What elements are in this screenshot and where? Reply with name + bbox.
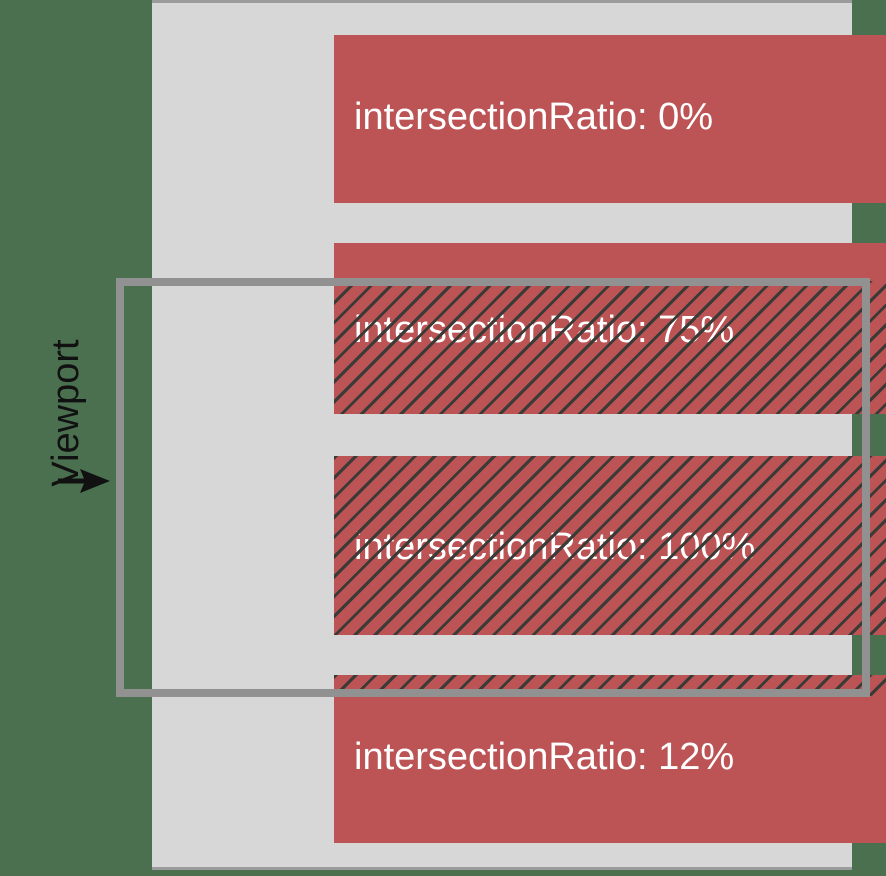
target-box-label: intersectionRatio: 0% [354, 96, 714, 138]
target-box-3: intersectionRatio: 12% [334, 675, 886, 843]
target-box-0: intersectionRatio: 0% [334, 35, 886, 203]
viewport-frame [116, 278, 870, 697]
arrow-right-icon [58, 469, 110, 493]
target-box-label: intersectionRatio: 12% [354, 736, 735, 778]
